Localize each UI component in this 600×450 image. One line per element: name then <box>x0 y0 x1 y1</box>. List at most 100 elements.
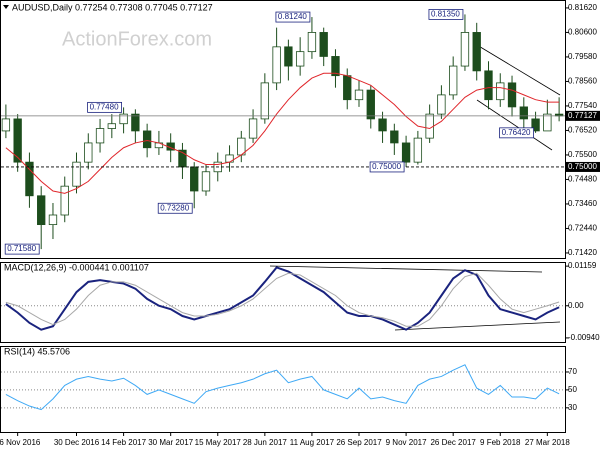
rsi-line <box>5 364 560 411</box>
annotation-label: 0.76420 <box>502 128 531 137</box>
watermark: ActionForex.com <box>62 28 212 50</box>
x-tick-label: 30 Mar 2017 <box>148 438 193 447</box>
y-tick-label: 0.80600 <box>568 28 597 37</box>
candle-body <box>248 118 258 139</box>
x-tick-label: 28 Jun 2017 <box>243 438 288 447</box>
y-tick-label: 30 <box>568 403 577 412</box>
y-tick-label: 0.78560 <box>568 77 597 86</box>
channel-upper <box>476 44 561 96</box>
candle-body <box>284 46 293 67</box>
title-marker <box>3 5 9 9</box>
x-tick-label: 30 Dec 2016 <box>54 438 100 447</box>
annotation-label: 0.71580 <box>7 244 36 253</box>
y-tick-label: 0.79580 <box>568 52 597 61</box>
y-tick-label: 0.76520 <box>568 126 597 135</box>
annotation-box <box>369 161 405 173</box>
candle-body <box>307 32 317 53</box>
macd-title: MACD(12,26,9) -0.000441 0.001107 <box>4 262 149 272</box>
y-tick-label: 0.72440 <box>568 224 597 233</box>
y-tick-label: 0.73460 <box>568 199 597 208</box>
candle-body <box>366 89 375 120</box>
annotation-box <box>499 127 534 139</box>
candle-body <box>190 166 199 192</box>
y-tick-label: 0.71420 <box>568 248 597 257</box>
price-level-box <box>566 110 600 121</box>
candle-body <box>142 130 152 149</box>
candle-body <box>531 118 540 132</box>
price-panel <box>0 0 566 259</box>
y-tick-label: 0.81620 <box>568 3 597 12</box>
candle-body <box>449 65 458 96</box>
annotation-box <box>87 101 122 113</box>
candle-body <box>272 46 281 84</box>
candle-body <box>425 113 434 139</box>
price-level-label: 0.77127 <box>568 111 597 120</box>
y-tick-label: 0.75500 <box>568 150 597 159</box>
channel-lower <box>476 99 553 151</box>
annotation-label: 0.73280 <box>160 203 189 212</box>
candle-body <box>378 118 387 132</box>
annotation-box <box>428 9 464 20</box>
candle-body <box>496 82 505 101</box>
x-tick-label: 9 Nov 2017 <box>386 438 427 447</box>
signal-line <box>5 272 560 327</box>
x-tick-label: 14 Feb 2017 <box>101 438 146 447</box>
macd-trendline-upper <box>269 265 543 273</box>
x-tick-label: 9 Feb 2018 <box>480 438 521 447</box>
candle-body <box>390 130 399 144</box>
x-tick-label: 26 Dec 2017 <box>430 438 476 447</box>
candle-body <box>131 113 140 132</box>
annotation-label: 0.81350 <box>431 10 460 19</box>
candle-body <box>84 142 93 163</box>
candle-body <box>295 51 305 67</box>
candle-body <box>413 137 423 163</box>
candle-body <box>107 123 116 129</box>
candle-body <box>25 161 34 197</box>
annotation-label: 0.77480 <box>90 102 119 111</box>
candle-body <box>472 32 481 72</box>
candle-body <box>460 32 470 67</box>
candle-body <box>343 75 352 101</box>
annotation-box <box>157 202 193 214</box>
candle-body <box>437 94 446 115</box>
y-tick-label: 0.01159 <box>568 261 597 270</box>
candle-body <box>354 89 364 101</box>
annotation-box <box>275 11 311 23</box>
y-tick-label: 0.74480 <box>568 175 597 184</box>
candle-body <box>95 128 105 144</box>
price-level-label: 0.75000 <box>568 162 597 171</box>
annotation-label: 0.81240 <box>278 12 307 21</box>
candle-body <box>484 70 493 101</box>
macd-trendline-lower <box>394 321 561 331</box>
macd-panel <box>0 262 566 343</box>
candle-body <box>13 118 22 163</box>
candle-body <box>48 214 58 226</box>
x-tick-label: 26 Sep 2017 <box>336 438 382 447</box>
candle-body <box>60 185 69 216</box>
candle-body <box>119 113 128 125</box>
y-tick-label: 70 <box>568 367 577 376</box>
candle-body <box>519 106 528 120</box>
candle-body <box>201 171 211 192</box>
annotation-box <box>4 243 40 255</box>
annotation-label: 0.75000 <box>372 162 401 171</box>
x-tick-label: 11 Aug 2017 <box>290 438 335 447</box>
candle-body <box>543 113 552 132</box>
candle-body <box>507 82 517 108</box>
y-tick-label: 0.77540 <box>568 101 597 110</box>
rsi-title: RSI(14) 45.5706 <box>4 346 70 356</box>
y-tick-label: -0.009408 <box>568 333 600 342</box>
candle-body <box>319 32 328 57</box>
candle-body <box>260 82 270 120</box>
candle-body <box>401 142 411 163</box>
candle-body <box>331 56 340 77</box>
candle-body <box>1 118 11 132</box>
y-tick-label: 50 <box>568 385 577 394</box>
y-tick-label: 0.00 <box>568 301 584 310</box>
price-level-box <box>566 161 600 172</box>
moving-average <box>5 72 560 194</box>
candle-body <box>72 161 81 187</box>
macd-line <box>5 266 560 331</box>
x-tick-label: 27 Mar 2018 <box>525 438 570 447</box>
